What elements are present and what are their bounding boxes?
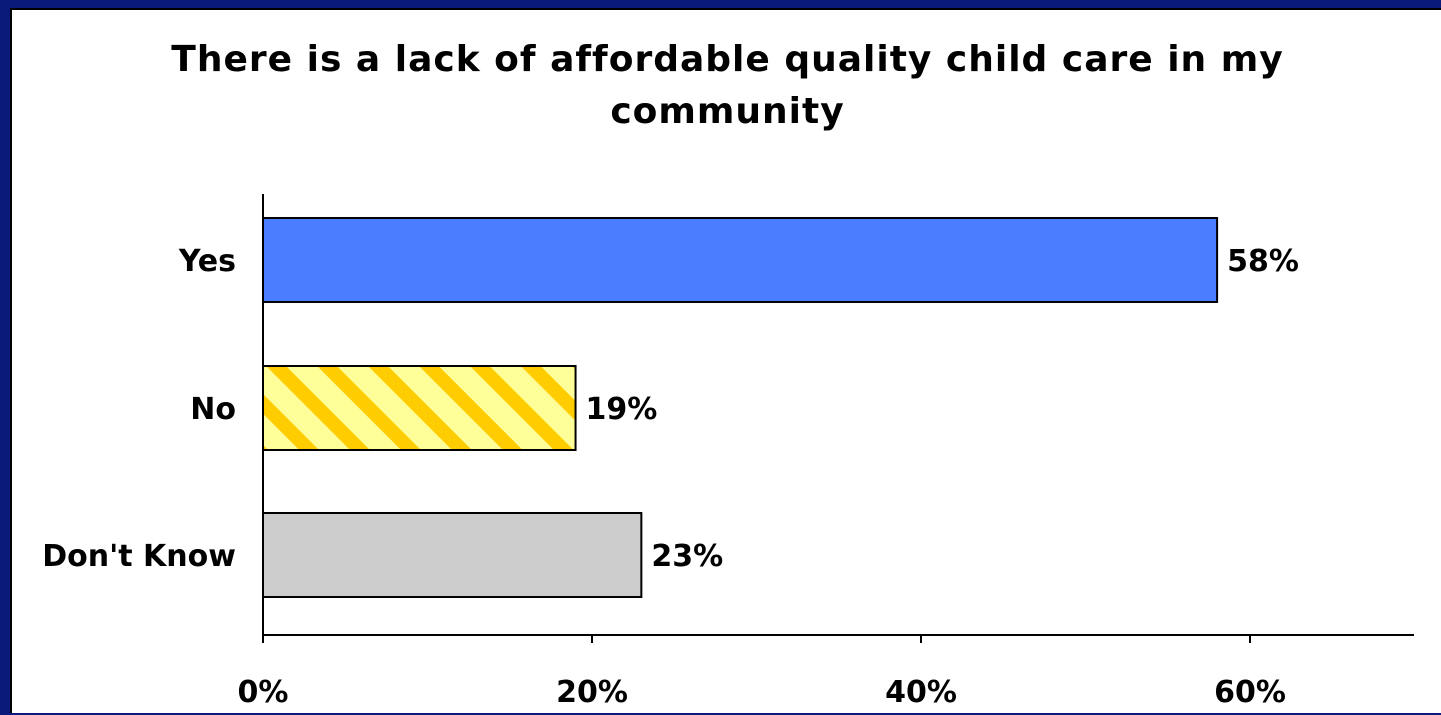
data-label-don-t-know: 23% <box>651 539 723 574</box>
chart-title: There is a lack of affordable quality ch… <box>12 34 1441 138</box>
category-label-yes: Yes <box>178 244 236 279</box>
bar-chart: Yes 58% No 19% Don't Know 23% 0% 20% 40% 60% <box>42 194 1414 710</box>
data-label-no: 19% <box>586 392 658 427</box>
axes-layer <box>262 194 1414 643</box>
x-tick-label-0: 0% <box>238 675 289 710</box>
data-label-yes: 58% <box>1227 244 1299 279</box>
chart-title-line-2: community <box>610 91 845 132</box>
x-tick-label-40: 40% <box>885 675 957 710</box>
category-label-don-t-know: Don't Know <box>42 539 236 574</box>
bar-no <box>262 365 577 451</box>
chart-title-line-1: There is a lack of affordable quality ch… <box>171 39 1284 80</box>
bar-don-t-know <box>262 512 643 598</box>
x-tick-label-20: 20% <box>556 675 628 710</box>
bars-layer <box>262 217 1219 598</box>
x-tick-label-60: 60% <box>1214 675 1286 710</box>
bar-yes <box>262 217 1219 303</box>
category-label-no: No <box>190 392 236 427</box>
chart-frame: There is a lack of affordable quality ch… <box>10 8 1441 713</box>
labels-layer: Yes 58% No 19% Don't Know 23% 0% 20% 40% 60% <box>42 244 1299 710</box>
